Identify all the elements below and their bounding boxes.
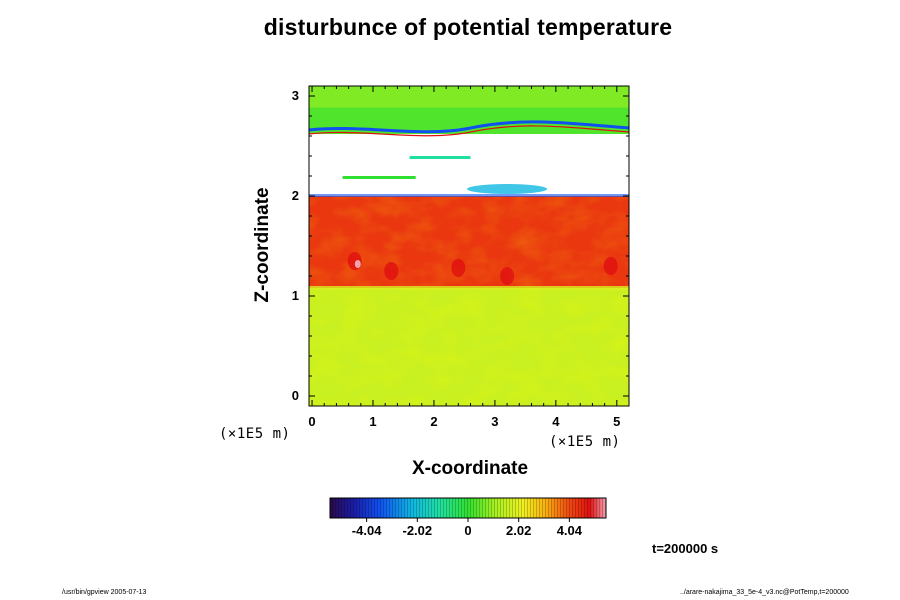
colorbar-tick-label: -2.02 <box>402 523 433 538</box>
colorbar-tick-label: 2.02 <box>506 523 532 538</box>
y-axis-unit: (×1E5 m) <box>219 426 291 442</box>
plume-3 <box>500 267 515 285</box>
plume-2 <box>451 259 466 277</box>
chart-title: disturbunce of potential temperature <box>263 14 673 40</box>
x-tick-label: 1 <box>369 414 377 429</box>
plume-1 <box>384 262 399 280</box>
texture-lower-layer <box>309 288 629 406</box>
colorbar-tick-label: 0 <box>464 523 472 538</box>
footer-command: /usr/bin/gpview 2005-07-13 <box>62 589 147 596</box>
stripe-band-2 <box>342 176 416 179</box>
footer-file: ../arare-nakajima_33_5e-4_v3.nc@PotTemp,… <box>680 589 849 596</box>
colorbar-tick-label: -4.04 <box>351 523 382 538</box>
y-axis-label: Z-coordinate <box>252 187 273 303</box>
colorbar-tick-label: 4.04 <box>556 523 583 538</box>
eddy-blob <box>467 184 548 194</box>
stripe-band-1 <box>409 156 471 159</box>
plot-frame <box>308 85 630 407</box>
plume-4 <box>603 257 618 275</box>
x-tick-label: 4 <box>552 414 560 429</box>
top-band-light <box>309 86 629 108</box>
top-streak-blue <box>308 120 630 134</box>
time-annotation: t=200000 s <box>652 541 719 556</box>
top-streak-red <box>308 125 630 137</box>
interface-strip <box>309 286 629 290</box>
y-tick-label: 3 <box>291 88 299 103</box>
x-tick-label: 0 <box>308 414 316 429</box>
plume-highlight <box>354 260 361 268</box>
y-tick-label: 1 <box>291 288 299 303</box>
colorbar-bins <box>330 498 606 518</box>
texture-middle-layer <box>309 196 629 288</box>
x-tick-label: 2 <box>430 414 438 429</box>
y-tick-label: 0 <box>291 388 299 403</box>
x-tick-label: 3 <box>491 414 499 429</box>
heatmap-region-2 <box>309 134 629 196</box>
x-axis-unit: (×1E5 m) <box>549 434 621 450</box>
y-tick-label: 2 <box>291 188 299 203</box>
x-tick-label: 5 <box>613 414 621 429</box>
boundary-line <box>309 194 629 197</box>
x-axis-label: X-coordinate <box>411 458 529 479</box>
